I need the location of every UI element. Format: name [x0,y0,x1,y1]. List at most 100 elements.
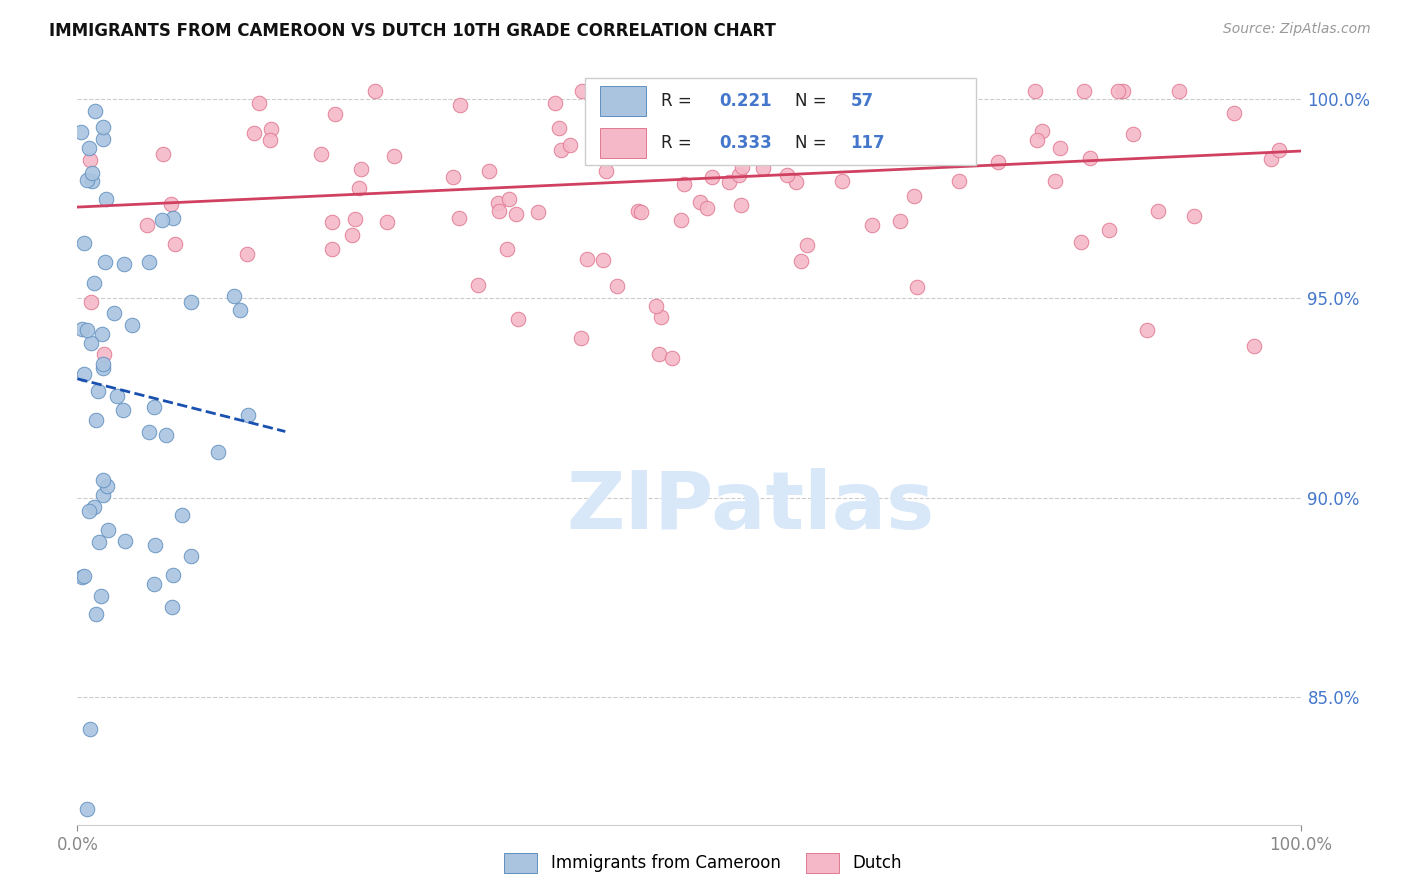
Point [138,425,160,440]
Point [91,357,114,371]
Point [496,242,519,256]
Point [508,311,530,326]
Point [610,84,633,98]
Point [90,327,112,342]
Point [91,361,114,376]
Point [1243,339,1265,353]
Point [364,84,387,98]
Point [91,488,114,502]
Point [323,106,346,120]
Point [792,95,814,109]
Point [77,504,100,518]
Point [382,149,405,163]
Point [696,201,718,215]
Point [592,252,614,267]
Point [79,153,101,167]
Point [1146,203,1168,218]
Point [72,367,94,381]
Point [752,161,775,175]
Point [343,211,366,226]
Text: 0.333: 0.333 [720,134,772,152]
Point [820,84,842,98]
Point [449,97,471,112]
Point [72,236,94,251]
Point [350,161,373,176]
Point [630,205,652,219]
Point [91,473,114,487]
Point [860,218,883,232]
Point [894,148,917,162]
Point [569,331,592,345]
Point [91,120,114,134]
Point [1268,143,1291,157]
Point [1260,152,1282,166]
Point [682,84,704,98]
Point [96,478,118,492]
Point [84,413,107,427]
Point [467,277,489,292]
Point [80,174,103,188]
Point [77,141,100,155]
Point [1112,84,1135,98]
Point [547,120,569,135]
Point [160,197,183,211]
Point [87,384,110,399]
Point [1168,84,1191,98]
Point [658,101,681,115]
Point [83,500,105,514]
Point [94,192,117,206]
Point [1223,106,1246,120]
Point [375,215,398,229]
Point [105,389,128,403]
Text: 57: 57 [851,92,873,110]
Point [935,84,957,98]
Point [87,535,110,549]
Point [903,126,925,140]
Point [862,85,884,99]
Point [589,103,612,118]
Point [94,254,117,268]
FancyBboxPatch shape [585,78,976,166]
Point [558,138,581,153]
Point [93,347,115,361]
Point [855,117,877,131]
Point [669,213,692,227]
Point [162,568,184,582]
Text: 117: 117 [851,134,884,152]
Point [1049,141,1071,155]
Point [478,164,501,178]
Point [1136,323,1159,337]
Point [606,279,628,293]
Point [1078,151,1101,165]
Point [636,150,658,164]
Point [650,310,672,325]
Point [498,192,520,206]
Point [571,84,593,98]
Point [641,84,664,98]
Point [690,84,713,98]
Legend: Immigrants from Cameroon, Dutch: Immigrants from Cameroon, Dutch [498,847,908,880]
Point [575,252,598,267]
Point [79,723,101,737]
Point [676,84,699,98]
Point [259,133,281,147]
Point [903,109,925,123]
Point [236,246,259,260]
Point [689,195,711,210]
Point [1026,133,1049,147]
Point [595,164,617,178]
Point [135,218,157,232]
Point [72,322,94,336]
Point [80,336,103,351]
Text: ZIPatlas: ZIPatlas [567,467,934,546]
Point [172,508,194,523]
Point [143,538,166,552]
Point [1098,222,1121,236]
Point [645,299,668,313]
Point [1122,128,1144,142]
Point [80,165,103,179]
Point [1070,235,1092,249]
Point [863,138,886,153]
Point [103,305,125,319]
Point [730,198,752,212]
